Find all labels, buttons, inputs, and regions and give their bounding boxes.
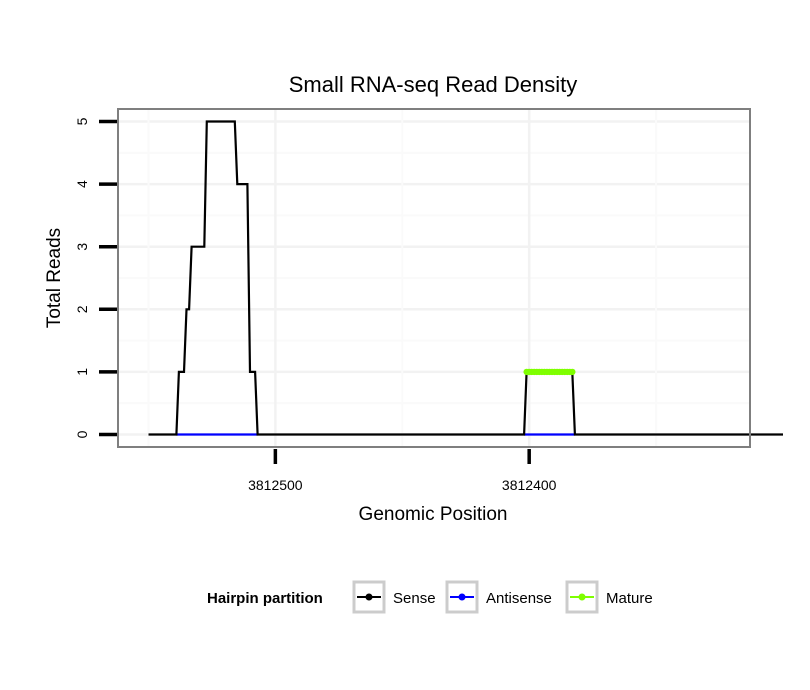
legend-item-mature: Mature	[565, 580, 653, 614]
legend-key-point-antisense	[458, 593, 466, 601]
y-tick-label-1: 1	[74, 368, 90, 376]
series-sense-line	[148, 120, 783, 436]
x-tick-label-0: 3812500	[248, 477, 303, 493]
grid-lines	[118, 109, 750, 447]
legend-label-antisense: Antisense	[486, 590, 552, 607]
plot-border	[117, 108, 751, 448]
y-tick-label-2: 2	[74, 305, 90, 313]
x-axis-label: Genomic Position	[359, 504, 508, 525]
legend-label-sense: Sense	[393, 590, 436, 607]
y-tick-label-5: 5	[74, 117, 90, 125]
legend-label-mature: Mature	[606, 590, 653, 607]
legend-title: Hairpin partition	[207, 590, 323, 607]
legend: Hairpin partition Sense Antisense Mature	[207, 580, 653, 614]
y-axis: 0 1 2 3 4 5	[74, 117, 117, 438]
legend-item-antisense: Antisense	[445, 580, 552, 614]
y-tick-label-3: 3	[74, 243, 90, 251]
y-axis-label: Total Reads	[44, 228, 65, 328]
legend-key-point-sense	[365, 593, 373, 601]
series-mature-point-18	[569, 368, 576, 376]
legend-item-sense: Sense	[352, 580, 436, 614]
y-tick-label-4: 4	[74, 180, 90, 188]
x-axis: 3812500 3812400	[248, 449, 557, 493]
chart-title: Small RNA-seq Read Density	[289, 72, 578, 97]
y-tick-label-0: 0	[74, 430, 90, 438]
x-tick-label-1: 3812400	[502, 477, 557, 493]
plot-area	[117, 108, 783, 448]
legend-key-point-mature	[578, 593, 586, 601]
series-lines	[148, 120, 783, 436]
